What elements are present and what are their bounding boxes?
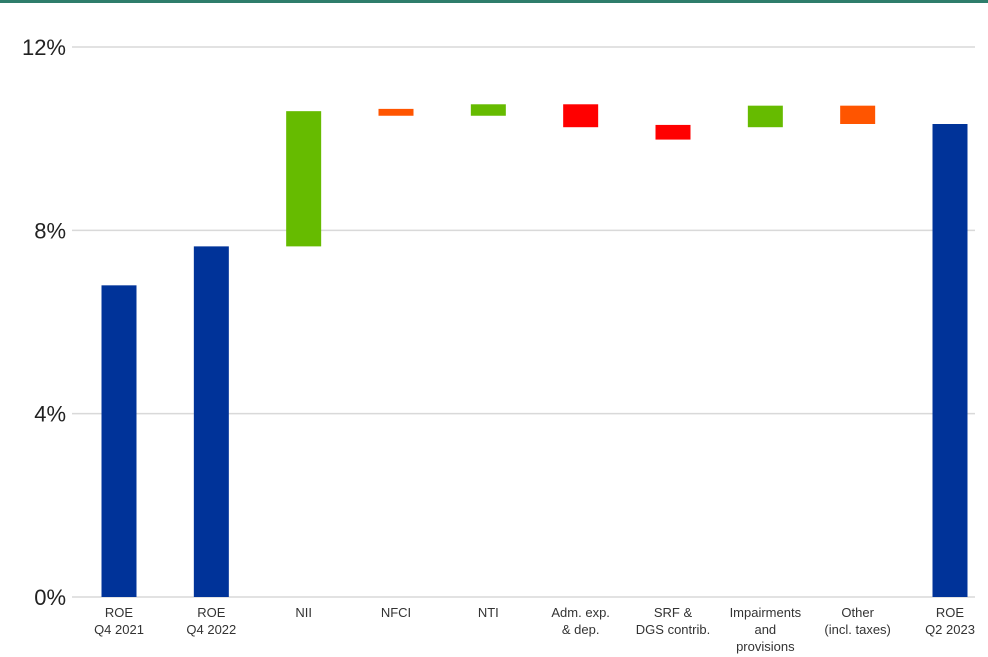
bar-other-incl-taxes (840, 105, 876, 124)
x-tick-label: SRF & DGS contrib. (636, 605, 710, 637)
bar-roe-q4-2022 (193, 246, 229, 597)
x-tick-label: NII (295, 605, 312, 620)
bar-nii (286, 111, 322, 247)
x-tick-label: ROE Q2 2023 (925, 605, 975, 637)
bar-roe-q2-2023 (932, 124, 968, 597)
x-tick-label: Adm. exp. & dep. (551, 605, 610, 637)
bar-nfci (378, 108, 414, 116)
x-tick-label: ROE Q4 2022 (186, 605, 236, 637)
x-tick-label: NTI (478, 605, 499, 620)
bar-srf-dgs-contrib (655, 124, 691, 140)
bar-impairments-and-provisions (747, 105, 783, 128)
bar-roe-q4-2021 (101, 285, 137, 597)
x-tick-label: Impairments and provisions (730, 605, 802, 654)
x-tick-label: NFCI (381, 605, 411, 620)
y-tick-label: 0% (34, 585, 66, 610)
x-tick-label: ROE Q4 2021 (94, 605, 144, 637)
bar-nti (470, 104, 506, 116)
header-rule (0, 0, 988, 3)
x-tick-label: Other (incl. taxes) (824, 605, 890, 637)
y-tick-label: 8% (34, 218, 66, 243)
y-tick-label: 4% (34, 402, 66, 427)
bar-adm-exp-dep (563, 104, 599, 128)
x-axis: ROE Q4 2021 ROE Q4 2022 NII NFCI NTI Adm. exp. &… (94, 605, 975, 654)
y-axis: 0% 4% 8% 12% (22, 35, 66, 610)
y-tick-label: 12% (22, 35, 66, 60)
bars (101, 104, 968, 597)
